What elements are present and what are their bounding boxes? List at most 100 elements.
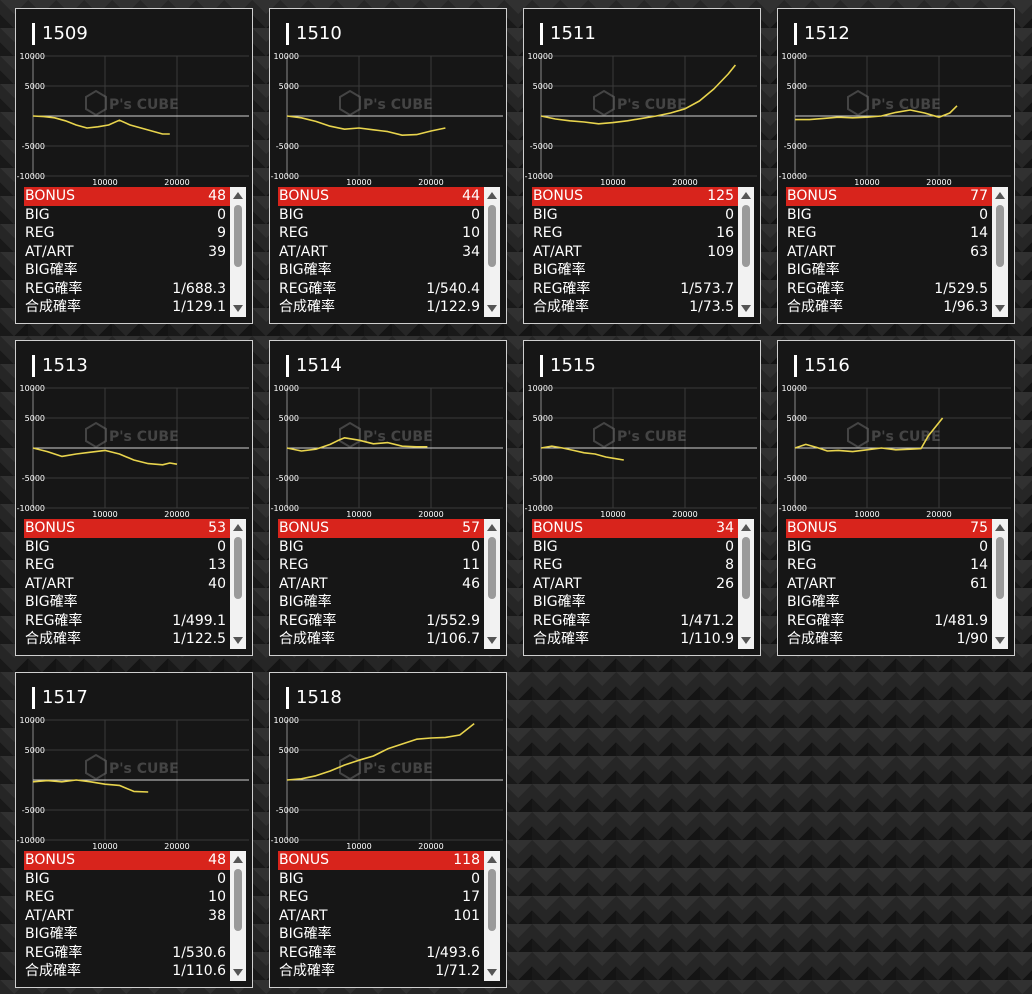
scroll-up-arrow-icon[interactable] — [995, 192, 1005, 199]
stats-scrollbar[interactable] — [484, 187, 500, 317]
scroll-down-arrow-icon[interactable] — [487, 637, 497, 644]
scroll-down-arrow-icon[interactable] — [995, 305, 1005, 312]
total-rate-value: 1/129.1 — [172, 299, 226, 315]
scroll-up-arrow-icon[interactable] — [487, 192, 497, 199]
scroll-down-arrow-icon[interactable] — [233, 637, 243, 644]
x-tick-label: 20000 — [926, 178, 951, 187]
x-tick-label: 10000 — [854, 510, 879, 519]
machine-card[interactable]: 1515 10000 5000 -5000 -10000 10000 20000 P's C… — [523, 340, 761, 656]
bonus-label: BONUS — [533, 520, 583, 536]
stats-table: BONUS 57 BIG 0 REG 11 AT/ART 46 BIG確率 RE… — [278, 519, 484, 649]
reg-rate-label: REG確率 — [279, 612, 337, 629]
at-art-row: AT/ART 40 — [24, 575, 230, 594]
scroll-down-arrow-icon[interactable] — [487, 305, 497, 312]
at-art-label: AT/ART — [279, 243, 328, 260]
scroll-up-arrow-icon[interactable] — [995, 524, 1005, 531]
machine-card[interactable]: 1511 10000 5000 -5000 -10000 10000 20000 P's C… — [523, 8, 761, 324]
stats-scrollbar[interactable] — [230, 851, 246, 981]
machine-card[interactable]: 1514 10000 5000 -5000 -10000 10000 20000 P's C… — [269, 340, 507, 656]
stats-scrollbar[interactable] — [992, 187, 1008, 317]
big-label: BIG — [25, 870, 50, 887]
scroll-down-arrow-icon[interactable] — [233, 969, 243, 976]
reg-rate-label: REG確率 — [787, 612, 845, 629]
reg-label: REG — [787, 225, 817, 241]
bonus-value: 57 — [462, 520, 480, 536]
machine-number[interactable]: 1509 — [32, 23, 88, 45]
slump-chart: 10000 5000 -5000 -10000 10000 20000 P's CUBE — [17, 52, 249, 187]
machine-card[interactable]: 1510 10000 5000 -5000 -10000 10000 20000 P's C… — [269, 8, 507, 324]
scroll-thumb[interactable] — [996, 537, 1004, 599]
reg-label: REG — [533, 225, 563, 241]
big-label: BIG — [279, 538, 304, 555]
scroll-thumb[interactable] — [488, 537, 496, 599]
big-value: 0 — [725, 206, 734, 223]
big-row: BIG 0 — [532, 538, 738, 557]
stats-scrollbar[interactable] — [738, 187, 754, 317]
at-art-value: 39 — [208, 243, 226, 260]
scroll-thumb[interactable] — [234, 869, 242, 931]
big-rate-label: BIG確率 — [25, 262, 78, 278]
machine-number[interactable]: 1514 — [286, 355, 342, 377]
reg-rate-value: 1/530.6 — [172, 944, 226, 961]
scroll-up-arrow-icon[interactable] — [233, 192, 243, 199]
big-label: BIG — [787, 538, 812, 555]
machine-card[interactable]: 1509 10000 5000 -5000 -10000 10000 20000 P's C… — [15, 8, 253, 324]
slump-chart: 10000 5000 -5000 -10000 10000 20000 P's CUBE — [779, 384, 1011, 519]
scroll-down-arrow-icon[interactable] — [741, 637, 751, 644]
scroll-down-arrow-icon[interactable] — [741, 305, 751, 312]
machine-card[interactable]: 1513 10000 5000 -5000 -10000 10000 20000 P's C… — [15, 340, 253, 656]
y-tick-label: 5000 — [25, 414, 45, 423]
reg-label: REG — [279, 557, 309, 573]
scroll-down-arrow-icon[interactable] — [233, 305, 243, 312]
scroll-thumb[interactable] — [488, 869, 496, 931]
slump-line — [286, 436, 428, 452]
stats-scrollbar[interactable] — [484, 851, 500, 981]
stats-scrollbar[interactable] — [992, 519, 1008, 649]
machine-number[interactable]: 1510 — [286, 23, 342, 45]
machine-number[interactable]: 1516 — [794, 355, 850, 377]
stats-scrollbar[interactable] — [738, 519, 754, 649]
scroll-up-arrow-icon[interactable] — [233, 524, 243, 531]
reg-rate-value: 1/481.9 — [934, 612, 988, 629]
total-rate-label: 合成確率 — [25, 631, 81, 647]
machine-card[interactable]: 1517 10000 5000 -5000 -10000 10000 20000 P's C… — [15, 672, 253, 988]
scroll-thumb[interactable] — [742, 537, 750, 599]
stats-scrollbar[interactable] — [230, 187, 246, 317]
machine-number[interactable]: 1517 — [32, 687, 88, 709]
scroll-up-arrow-icon[interactable] — [487, 856, 497, 863]
total-rate-row: 合成確率 1/122.9 — [278, 298, 484, 317]
machine-card[interactable]: 1512 10000 5000 -5000 -10000 10000 20000 P's C… — [777, 8, 1015, 324]
slump-line — [540, 445, 624, 461]
machine-number[interactable]: 1513 — [32, 355, 88, 377]
big-rate-label: BIG確率 — [787, 262, 840, 278]
watermark-text: P's CUBE — [363, 761, 433, 777]
big-row: BIG 0 — [278, 206, 484, 225]
watermark-text: P's CUBE — [363, 429, 433, 445]
y-tick-label: 10000 — [528, 52, 553, 61]
scroll-down-arrow-icon[interactable] — [487, 969, 497, 976]
cube-logo-icon — [593, 89, 615, 117]
scroll-thumb[interactable] — [234, 205, 242, 267]
stats-scrollbar[interactable] — [484, 519, 500, 649]
y-tick-label: 5000 — [279, 82, 299, 91]
machine-card[interactable]: 1518 10000 5000 -5000 -10000 10000 20000 P's C… — [269, 672, 507, 988]
scroll-up-arrow-icon[interactable] — [233, 856, 243, 863]
reg-row: REG 10 — [278, 224, 484, 243]
scroll-up-arrow-icon[interactable] — [741, 524, 751, 531]
stats-scrollbar[interactable] — [230, 519, 246, 649]
scroll-thumb[interactable] — [742, 205, 750, 267]
scroll-up-arrow-icon[interactable] — [741, 192, 751, 199]
scroll-down-arrow-icon[interactable] — [995, 637, 1005, 644]
scroll-thumb[interactable] — [996, 205, 1004, 267]
machine-number[interactable]: 1512 — [794, 23, 850, 45]
machine-number[interactable]: 1518 — [286, 687, 342, 709]
at-art-row: AT/ART 46 — [278, 575, 484, 594]
machine-card[interactable]: 1516 10000 5000 -5000 -10000 10000 20000 P's C… — [777, 340, 1015, 656]
machine-number[interactable]: 1511 — [540, 23, 596, 45]
scroll-thumb[interactable] — [488, 205, 496, 267]
scroll-thumb[interactable] — [234, 537, 242, 599]
x-tick-label: 20000 — [672, 510, 697, 519]
reg-rate-row: REG確率 1/540.4 — [278, 280, 484, 299]
scroll-up-arrow-icon[interactable] — [487, 524, 497, 531]
machine-number[interactable]: 1515 — [540, 355, 596, 377]
